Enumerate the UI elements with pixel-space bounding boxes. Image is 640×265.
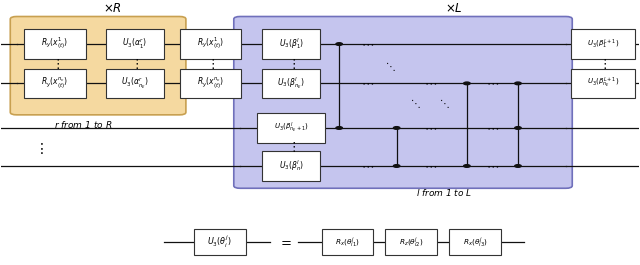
Text: $\vdots$: $\vdots$ [34,142,44,156]
Text: $\cdots$: $\cdots$ [424,160,437,173]
Text: $\cdots$: $\cdots$ [486,160,499,173]
Text: $R_y(x_{(t)}^{n_v})$: $R_y(x_{(t)}^{n_v})$ [196,76,224,91]
FancyBboxPatch shape [24,69,86,98]
Text: $U_3(\beta_n^l)$: $U_3(\beta_n^l)$ [279,158,304,173]
Text: $r$ from 1 to $R$: $r$ from 1 to $R$ [54,118,113,130]
Text: $R_y(x_{(t)}^{n_v})$: $R_y(x_{(t)}^{n_v})$ [42,76,68,91]
Circle shape [336,43,342,45]
Text: $\vdots$: $\vdots$ [287,140,296,154]
FancyBboxPatch shape [262,69,320,98]
Text: $U_3(\beta_{n_E}^{L+1})$: $U_3(\beta_{n_E}^{L+1})$ [587,76,619,90]
Text: $R_x(\theta_{i1}^j)$: $R_x(\theta_{i1}^j)$ [335,235,360,249]
Text: $\cdots$: $\cdots$ [424,77,437,90]
Circle shape [394,165,400,167]
Text: $\times R$: $\times R$ [103,2,122,15]
FancyBboxPatch shape [385,229,437,255]
Text: $\ddots$: $\ddots$ [410,96,421,109]
Circle shape [515,165,521,167]
Text: $\cdots$: $\cdots$ [424,121,437,134]
FancyBboxPatch shape [262,151,320,180]
Text: $R_y(x_{(t)}^1)$: $R_y(x_{(t)}^1)$ [196,36,224,52]
FancyBboxPatch shape [106,29,164,59]
FancyBboxPatch shape [194,229,246,255]
FancyBboxPatch shape [262,29,320,59]
Circle shape [336,127,342,129]
Text: $U_3(\theta_i^j)$: $U_3(\theta_i^j)$ [207,234,232,250]
FancyBboxPatch shape [179,29,241,59]
Text: $R_z(\theta_{i2}^j)$: $R_z(\theta_{i2}^j)$ [399,235,424,249]
Text: $U_3(\alpha_1^r)$: $U_3(\alpha_1^r)$ [122,37,147,51]
Text: $\cdots$: $\cdots$ [362,38,374,51]
FancyBboxPatch shape [449,229,501,255]
FancyBboxPatch shape [257,113,325,143]
Text: $\ddots$: $\ddots$ [439,96,450,109]
Text: $R_x(\theta_{i3}^j)$: $R_x(\theta_{i3}^j)$ [463,235,488,249]
Text: $\times L$: $\times L$ [445,2,463,15]
Text: $U_3(\beta_{n_E+1}^l)$: $U_3(\beta_{n_E+1}^l)$ [274,121,308,135]
Text: $U_3(\alpha_{n_E}^r)$: $U_3(\alpha_{n_E}^r)$ [121,76,148,91]
Text: $\cdots$: $\cdots$ [362,160,374,173]
FancyBboxPatch shape [321,229,373,255]
Text: $l$ from 1 to $L$: $l$ from 1 to $L$ [417,187,473,198]
Text: $\vdots$: $\vdots$ [131,57,140,71]
Circle shape [515,82,521,85]
Text: $=$: $=$ [278,236,292,249]
Text: $\ddots$: $\ddots$ [385,60,396,73]
FancyBboxPatch shape [571,69,635,98]
Circle shape [464,165,470,167]
Text: $U_3(\beta_1^l)$: $U_3(\beta_1^l)$ [279,37,304,51]
FancyBboxPatch shape [10,16,186,115]
FancyBboxPatch shape [179,69,241,98]
Text: $U_3(\beta_{n_E}^l)$: $U_3(\beta_{n_E}^l)$ [278,76,305,91]
Circle shape [515,127,521,129]
Text: $\vdots$: $\vdots$ [51,57,60,71]
Text: $\vdots$: $\vdots$ [205,57,214,71]
Circle shape [394,127,400,129]
Text: $R_y(x_{(t)}^1)$: $R_y(x_{(t)}^1)$ [42,36,68,52]
FancyBboxPatch shape [234,16,572,188]
Text: $\cdots$: $\cdots$ [486,121,499,134]
Text: $\vdots$: $\vdots$ [287,57,296,71]
FancyBboxPatch shape [24,29,86,59]
Text: $\vdots$: $\vdots$ [598,57,607,71]
FancyBboxPatch shape [106,69,164,98]
Text: $U_3(\beta_1^{L+1})$: $U_3(\beta_1^{L+1})$ [587,37,619,51]
FancyBboxPatch shape [571,29,635,59]
Text: $\cdots$: $\cdots$ [486,77,499,90]
Circle shape [464,82,470,85]
Text: $\cdots$: $\cdots$ [362,77,374,90]
